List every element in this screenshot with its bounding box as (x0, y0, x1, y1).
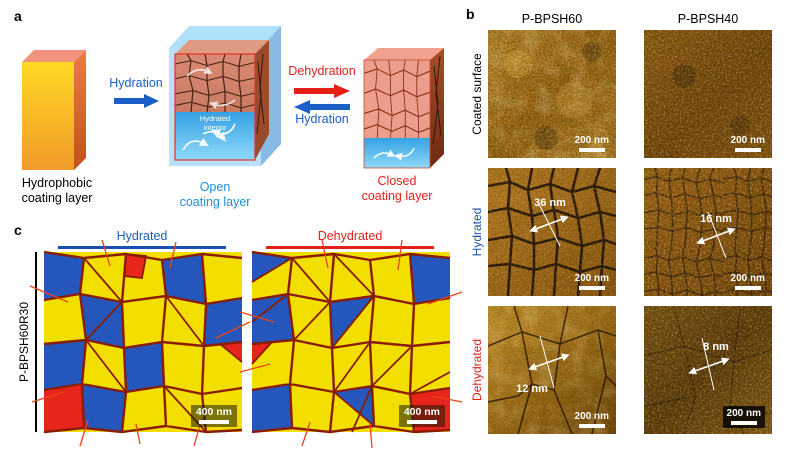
afm-coated-bpsh60: 200 nm (488, 30, 616, 158)
scale-bar-line (578, 148, 605, 152)
scale-bar-label: 200 nm (574, 135, 609, 146)
closed-side-cracks (432, 55, 442, 145)
row-label-coated-surface: Coated surface (470, 53, 484, 135)
dehydrated-domain-map: 400 nm (239, 239, 463, 449)
scale-bar-400: 400 nm (398, 405, 445, 427)
scale-bar-200: 200 nm (575, 411, 609, 428)
scale-bar-200: 200 nm (722, 406, 765, 428)
hydrophobic-caption: Hydrophobic coating layer (21, 176, 93, 205)
afm-image: 16 nm (644, 168, 772, 296)
afm-dehydrated-bpsh40: 8 nm 200 nm (644, 306, 772, 434)
afm-texture (644, 168, 772, 296)
afm-coated-bpsh40: 200 nm (644, 30, 772, 158)
box-side-face (74, 50, 86, 170)
panel-b-label: b (466, 6, 475, 22)
row-label-hydrated: Hydrated (470, 207, 484, 257)
crack-whiskers (239, 239, 463, 449)
scale-bar-line (578, 424, 605, 428)
domain-subboundaries (251, 253, 451, 433)
afm-image (488, 30, 616, 158)
scale-bar-line (406, 420, 437, 424)
afm-texture (488, 168, 616, 296)
scale-bar-label: 400 nm (195, 406, 232, 418)
scale-bar-line (734, 286, 761, 290)
membrane-swirl-arrows (186, 66, 236, 110)
box-front-face (22, 62, 74, 170)
open-coating-layer-illustration (169, 26, 281, 166)
afm-hydrated-bpsh60: 36 nm 200 nm (488, 168, 616, 296)
hydrated-domain-map-image (29, 239, 251, 447)
measurement-value: 36 nm (534, 197, 566, 209)
measurement-annotation: 12 nm (516, 335, 570, 395)
scale-bar-label: 200 nm (574, 411, 609, 422)
dehydration-label: Dehydration (288, 64, 356, 78)
scale-bar-line (578, 286, 605, 290)
afm-image: 36 nm (488, 168, 616, 296)
afm-texture (488, 30, 616, 158)
inner-box-red-edge (174, 53, 256, 161)
scale-bar-label: 200 nm (574, 273, 609, 284)
scale-bar-line (730, 421, 757, 425)
afm-hydrated-bpsh40: 16 nm 200 nm (644, 168, 772, 296)
row-label-dehydrated: Dehydrated (470, 338, 484, 402)
closed-swirl-arrows (373, 147, 415, 161)
scale-bar-200: 200 nm (731, 135, 765, 152)
dehydrated-title-bar (266, 246, 434, 249)
afm-texture (644, 30, 772, 158)
hydrophobic-box-illustration (22, 50, 86, 170)
measurement-annotation: 16 nm (696, 211, 736, 259)
dehydration-arrow (294, 84, 350, 98)
closed-water-strip (364, 138, 430, 168)
hydration-label-1: Hydration (109, 76, 163, 90)
hydrated-interior-label: Hydrated interior (199, 114, 231, 132)
afm-image: 8 nm (644, 306, 772, 434)
scale-bar-line (734, 148, 761, 152)
crack-whiskers (29, 239, 251, 447)
measurement-annotation: 36 nm (529, 197, 569, 247)
scale-bar-200: 200 nm (575, 135, 609, 152)
inner-side-cracks (256, 53, 265, 135)
scale-bar-200: 200 nm (731, 273, 765, 290)
afm-dehydrated-bpsh60: 12 nm 200 nm (488, 306, 616, 434)
hydrated-map-title: Hydrated (116, 229, 168, 243)
scale-bar-label: 200 nm (730, 135, 765, 146)
domain-subboundaries (83, 253, 243, 433)
measurement-value: 16 nm (700, 213, 732, 225)
inner-top-face (175, 40, 269, 54)
sample-side-label: P-BPSH60R30 (17, 301, 31, 383)
scale-bar-line (198, 420, 229, 424)
hydration-arrow-1 (114, 94, 159, 108)
measurement-annotation: 8 nm (688, 337, 730, 391)
panel-a-label: a (14, 8, 22, 24)
column-header-bpsh40: P-BPSH40 (677, 12, 739, 26)
open-coating-caption: Open coating layer (179, 180, 251, 209)
afm-image (644, 30, 772, 158)
closed-coating-layer-illustration (363, 48, 444, 169)
closed-red-edge (363, 59, 431, 169)
scale-bar-200: 200 nm (575, 273, 609, 290)
panel-c-label: c (14, 222, 22, 238)
closed-top-face (364, 48, 444, 60)
hydrated-domain-map: 400 nm (29, 239, 251, 447)
scale-bar-label: 200 nm (726, 408, 761, 419)
hydration-arrow-2 (294, 100, 350, 114)
dehydrated-map-title: Dehydrated (317, 229, 383, 243)
hydrated-title-bar (58, 246, 226, 249)
closed-coating-caption: Closed coating layer (361, 174, 433, 203)
blue-domains (44, 252, 242, 432)
hydration-label-2: Hydration (295, 112, 349, 126)
water-swirl-arrows (182, 123, 236, 151)
column-header-bpsh60: P-BPSH60 (521, 12, 583, 26)
scale-bar-label: 200 nm (730, 273, 765, 284)
afm-texture (488, 306, 616, 434)
side-rule (35, 252, 37, 432)
measurement-value: 8 nm (703, 341, 729, 353)
box-top-face (22, 50, 86, 62)
afm-image: 12 nm (488, 306, 616, 434)
scale-bar-400: 400 nm (190, 405, 237, 427)
measurement-value: 12 nm (516, 383, 548, 395)
scale-bar-label: 400 nm (403, 406, 440, 418)
